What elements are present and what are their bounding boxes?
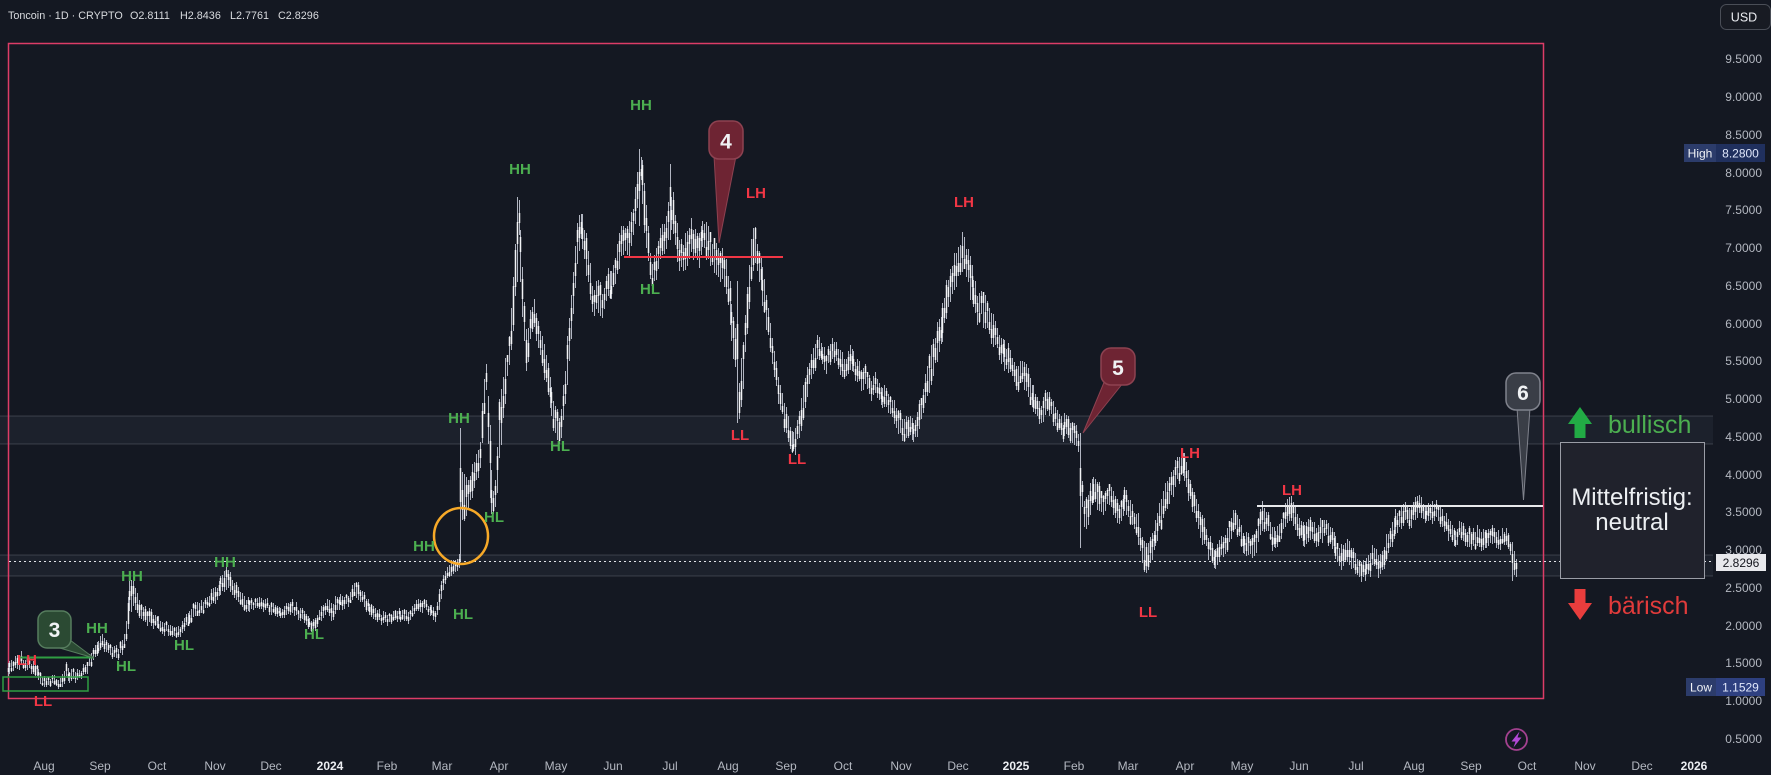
svg-text:HH: HH: [413, 538, 435, 555]
svg-text:HH: HH: [214, 554, 236, 571]
svg-text:LH: LH: [1282, 482, 1302, 499]
svg-text:6.0000: 6.0000: [1725, 317, 1762, 331]
svg-text:HL: HL: [116, 658, 136, 675]
svg-text:High: High: [1688, 147, 1713, 161]
svg-text:HH: HH: [509, 161, 531, 178]
svg-text:LH: LH: [1180, 445, 1200, 462]
svg-text:Feb: Feb: [377, 759, 398, 773]
svg-text:Sep: Sep: [89, 759, 111, 773]
svg-text:3.0000: 3.0000: [1725, 543, 1762, 557]
svg-text:8.2800: 8.2800: [1722, 147, 1759, 161]
svg-text:3: 3: [49, 619, 61, 642]
svg-text:3.5000: 3.5000: [1725, 505, 1762, 519]
svg-text:HL: HL: [304, 626, 324, 643]
svg-text:4.0000: 4.0000: [1725, 468, 1762, 482]
svg-text:LL: LL: [34, 693, 52, 710]
svg-text:1.1529: 1.1529: [1722, 681, 1759, 695]
svg-text:HH: HH: [630, 97, 652, 114]
svg-text:6: 6: [1517, 382, 1529, 405]
svg-text:Jun: Jun: [1289, 759, 1308, 773]
svg-text:C2.8296: C2.8296: [278, 10, 319, 22]
svg-text:Sep: Sep: [1460, 759, 1482, 773]
svg-text:Feb: Feb: [1064, 759, 1085, 773]
svg-text:2.8296: 2.8296: [1723, 556, 1760, 570]
svg-text:Jul: Jul: [662, 759, 677, 773]
svg-text:LL: LL: [1139, 604, 1157, 621]
svg-text:Toncoin · 1D · CRYPTO: Toncoin · 1D · CRYPTO: [8, 10, 123, 22]
svg-text:Aug: Aug: [33, 759, 54, 773]
svg-text:5.5000: 5.5000: [1725, 354, 1762, 368]
svg-text:bullisch: bullisch: [1608, 411, 1691, 439]
svg-text:Nov: Nov: [1574, 759, 1595, 773]
svg-text:Oct: Oct: [834, 759, 853, 773]
svg-text:4: 4: [720, 131, 732, 154]
svg-text:HL: HL: [484, 509, 504, 526]
svg-text:HL: HL: [174, 637, 194, 654]
svg-text:H2.8436: H2.8436: [180, 10, 221, 22]
svg-text:Sep: Sep: [775, 759, 797, 773]
svg-text:Apr: Apr: [1176, 759, 1195, 773]
svg-text:9.0000: 9.0000: [1725, 90, 1762, 104]
svg-text:HH: HH: [121, 568, 143, 585]
svg-text:Mar: Mar: [432, 759, 453, 773]
svg-text:7.5000: 7.5000: [1725, 203, 1762, 217]
svg-text:Low: Low: [1690, 681, 1712, 695]
svg-text:Nov: Nov: [204, 759, 225, 773]
svg-text:Apr: Apr: [490, 759, 509, 773]
svg-text:0.5000: 0.5000: [1725, 732, 1762, 746]
svg-text:4.5000: 4.5000: [1725, 430, 1762, 444]
svg-text:2026: 2026: [1681, 759, 1708, 773]
svg-text:bärisch: bärisch: [1608, 592, 1689, 620]
svg-text:2.0000: 2.0000: [1725, 619, 1762, 633]
svg-text:LH: LH: [17, 652, 37, 669]
svg-text:LH: LH: [746, 185, 766, 202]
svg-text:LH: LH: [954, 194, 974, 211]
svg-text:May: May: [1231, 759, 1254, 773]
svg-text:Oct: Oct: [148, 759, 167, 773]
svg-text:7.0000: 7.0000: [1725, 241, 1762, 255]
svg-text:May: May: [545, 759, 568, 773]
svg-text:Jun: Jun: [603, 759, 622, 773]
svg-text:Dec: Dec: [947, 759, 968, 773]
svg-text:2024: 2024: [317, 759, 344, 773]
svg-text:Dec: Dec: [1631, 759, 1652, 773]
svg-text:5: 5: [1112, 357, 1124, 380]
svg-text:1.0000: 1.0000: [1725, 694, 1762, 708]
svg-text:L2.7761: L2.7761: [230, 10, 269, 22]
svg-text:HL: HL: [640, 281, 660, 298]
svg-text:HL: HL: [453, 606, 473, 623]
svg-text:8.5000: 8.5000: [1725, 128, 1762, 142]
svg-text:Mittelfristig:: Mittelfristig:: [1571, 484, 1692, 511]
svg-text:Dec: Dec: [260, 759, 281, 773]
svg-text:USD: USD: [1731, 11, 1757, 25]
svg-text:Aug: Aug: [717, 759, 738, 773]
svg-text:2025: 2025: [1003, 759, 1030, 773]
svg-text:HH: HH: [448, 410, 470, 427]
svg-text:neutral: neutral: [1595, 509, 1668, 536]
svg-text:9.5000: 9.5000: [1725, 52, 1762, 66]
svg-text:LL: LL: [731, 427, 749, 444]
svg-text:2.5000: 2.5000: [1725, 581, 1762, 595]
svg-text:Nov: Nov: [890, 759, 911, 773]
svg-text:Aug: Aug: [1403, 759, 1424, 773]
svg-text:6.5000: 6.5000: [1725, 279, 1762, 293]
svg-text:Jul: Jul: [1348, 759, 1363, 773]
svg-text:Oct: Oct: [1518, 759, 1537, 773]
svg-text:1.5000: 1.5000: [1725, 656, 1762, 670]
svg-text:5.0000: 5.0000: [1725, 392, 1762, 406]
svg-text:8.0000: 8.0000: [1725, 166, 1762, 180]
svg-text:HH: HH: [86, 620, 108, 637]
svg-text:LL: LL: [788, 451, 806, 468]
svg-text:O2.8111: O2.8111: [130, 10, 170, 22]
svg-text:HL: HL: [550, 438, 570, 455]
svg-text:Mar: Mar: [1118, 759, 1139, 773]
